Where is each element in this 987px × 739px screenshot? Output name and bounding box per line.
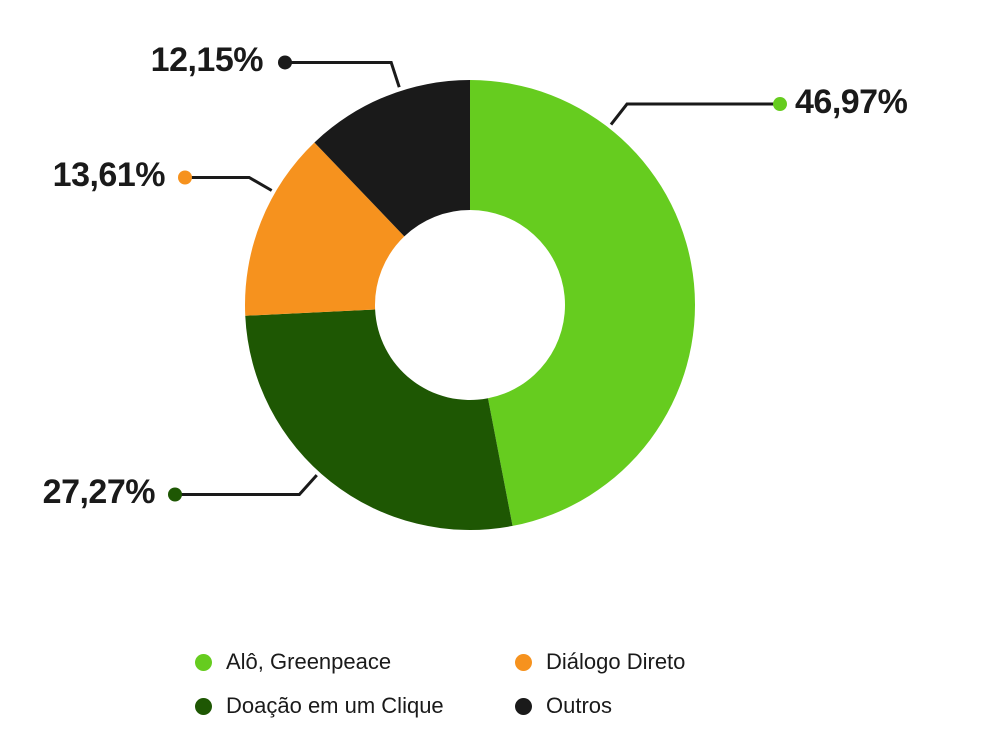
legend-swatch-3 [515, 698, 532, 715]
legend-label-0: Alô, Greenpeace [226, 649, 391, 675]
chart-legend: Alô, Greenpeace Diálogo Direto Doação em… [195, 640, 835, 728]
legend-label-2: Doação em um Clique [226, 693, 444, 719]
legend-label-1: Diálogo Direto [546, 649, 685, 675]
legend-swatch-0 [195, 654, 212, 671]
legend-item-2: Doação em um Clique [195, 684, 515, 728]
legend-swatch-1 [515, 654, 532, 671]
legend-item-0: Alô, Greenpeace [195, 640, 515, 684]
donut-chart-container: 46,97% 27,27% 13,61% 12,15% Alô, Greenpe… [0, 0, 987, 739]
legend-item-1: Diálogo Direto [515, 640, 835, 684]
slice-label-0: 46,97% [795, 83, 907, 122]
slice-label-2: 13,61% [53, 156, 165, 195]
legend-label-3: Outros [546, 693, 612, 719]
legend-item-3: Outros [515, 684, 835, 728]
legend-swatch-2 [195, 698, 212, 715]
slice-label-3: 12,15% [151, 41, 263, 80]
slice-label-1: 27,27% [43, 473, 155, 512]
